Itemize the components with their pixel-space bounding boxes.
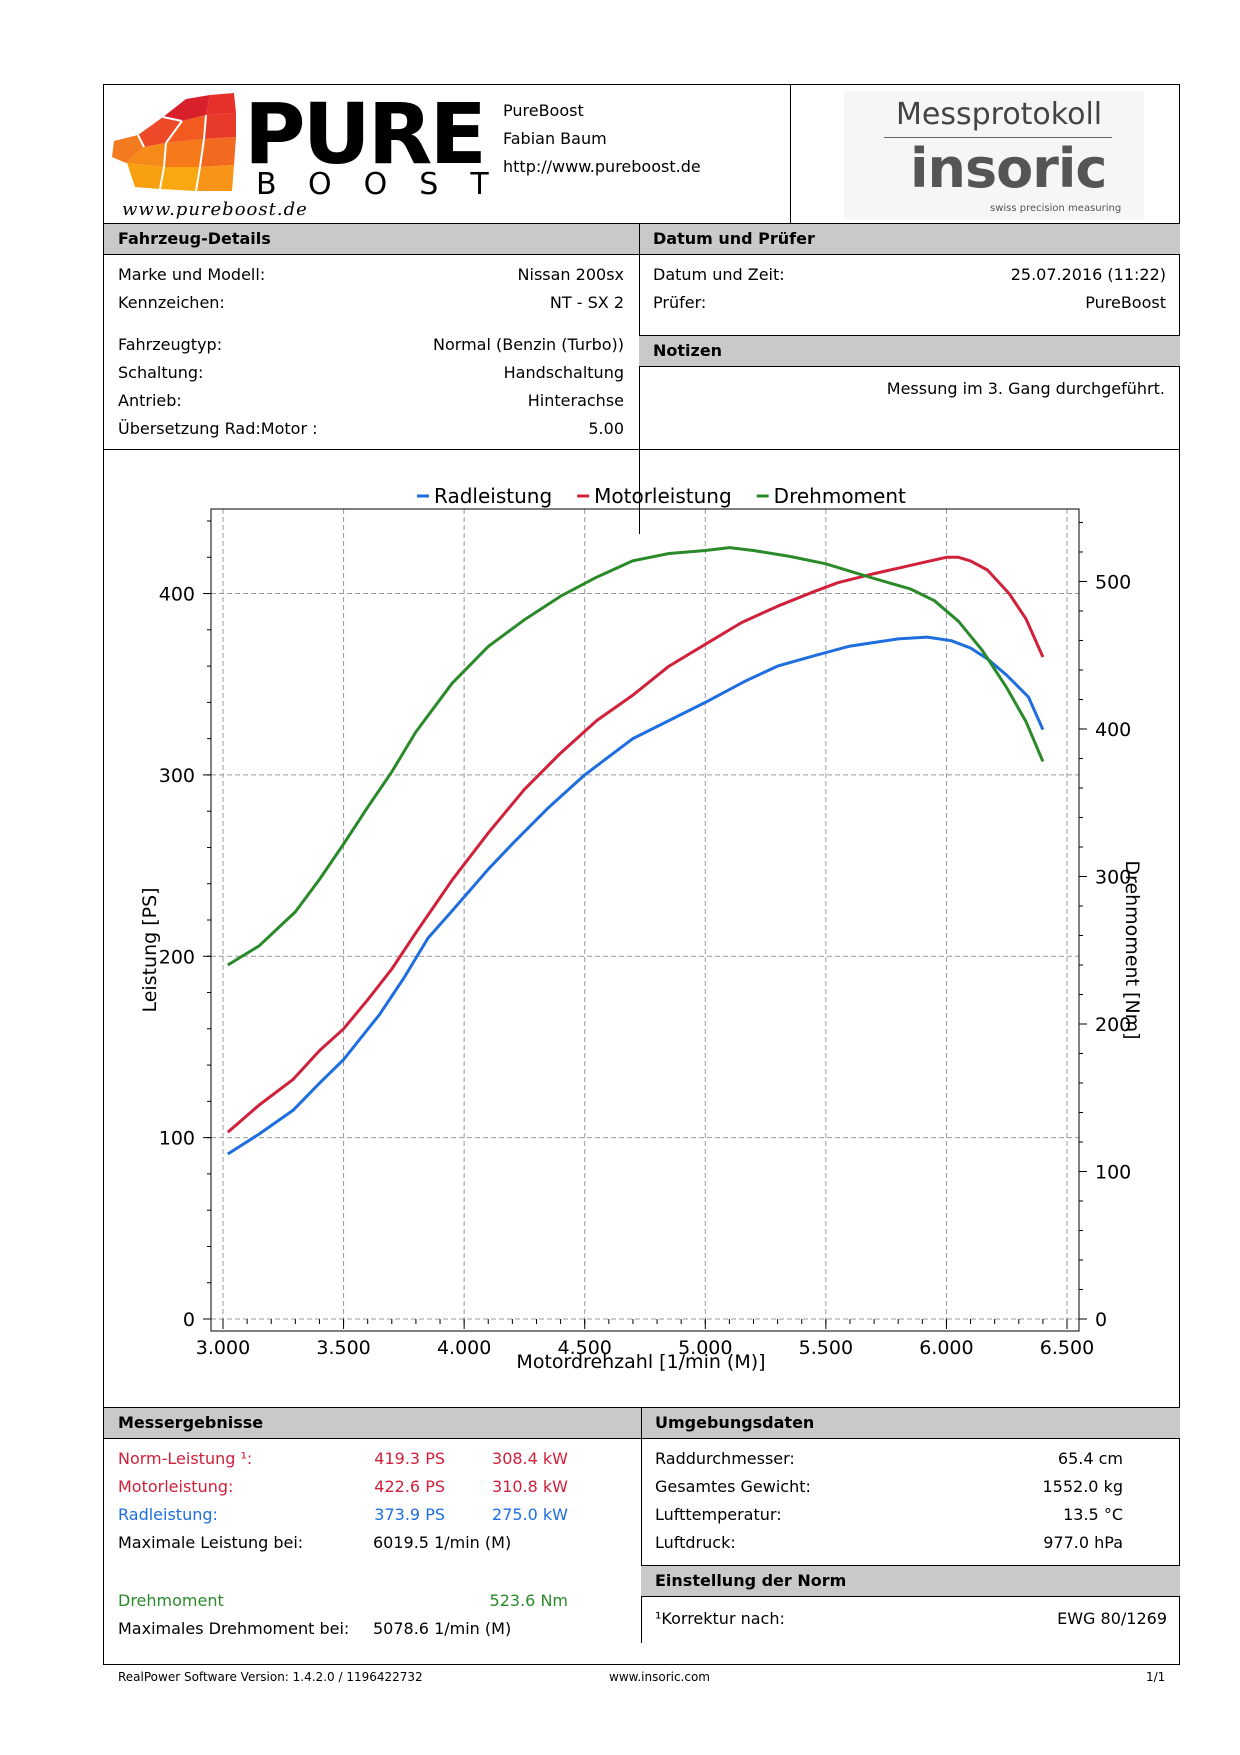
- x-tick-label: 5.500: [799, 1337, 853, 1359]
- x-tick-label: 5.000: [678, 1337, 732, 1359]
- y2-tick-label: 200: [1095, 1014, 1131, 1036]
- vehicle-row: Fahrzeugtyp: Normal (Benzin (Turbo)): [118, 335, 624, 354]
- logo-grid-icon: [112, 93, 236, 192]
- result-max-torque: Maximales Drehmoment bei: 5078.6 1/min (…: [118, 1619, 512, 1638]
- series-line-drehmoment: [227, 546, 1045, 967]
- result-norm: Norm-Leistung ¹: 419.3 PS 308.4 kW: [118, 1449, 568, 1468]
- norm-section-title: Einstellung der Norm: [641, 1565, 1180, 1597]
- env-row: Raddurchmesser: 65.4 cm: [655, 1449, 1123, 1468]
- y2-tick-label: 100: [1095, 1161, 1131, 1183]
- date-section-title: Datum und Prüfer: [639, 223, 1180, 255]
- legend-label: Radleistung: [434, 484, 552, 508]
- y-tick-label: 0: [183, 1309, 195, 1331]
- date-row: Prüfer: PureBoost: [653, 293, 1166, 312]
- legend-label: Drehmoment: [774, 484, 906, 508]
- y-tick-label: 400: [159, 584, 195, 606]
- result-max-power: Maximale Leistung bei: 6019.5 1/min (M): [118, 1533, 512, 1552]
- doc-title: Messprotokoll: [896, 97, 1103, 132]
- y-tick-label: 100: [159, 1128, 195, 1150]
- company-info: PureBoost Fabian Baum http://www.pureboo…: [503, 97, 701, 181]
- y2-tick-label: 0: [1095, 1309, 1107, 1331]
- footer-page: 1/1: [1146, 1670, 1166, 1684]
- plot-frame: [210, 508, 1080, 1332]
- vehicle-row: Antrieb: Hinterachse: [118, 391, 624, 410]
- report-frame: PURE BOOST www.pureboost.de PureBoost Fa…: [103, 84, 1180, 1665]
- date-row: Datum und Zeit: 25.07.2016 (11:22): [653, 265, 1166, 284]
- logo-word: PURE: [244, 85, 487, 183]
- x-tick-label: 4.500: [558, 1337, 612, 1359]
- vehicle-row: Schaltung: Handschaltung: [118, 363, 624, 382]
- norm-row: ¹Korrektur nach: EWG 80/1269: [655, 1609, 1167, 1628]
- pureboost-logo: PURE BOOST www.pureboost.de: [108, 85, 489, 221]
- x-tick-label: 3.500: [316, 1337, 370, 1359]
- y-axis-label: Leistung [PS]: [139, 887, 161, 1012]
- notes-text: Messung im 3. Gang durchgeführt.: [886, 379, 1165, 398]
- result-torque: Drehmoment 523.6 Nm: [118, 1591, 568, 1610]
- person-name: Fabian Baum: [503, 129, 607, 148]
- x-tick-label: 6.500: [1040, 1337, 1094, 1359]
- env-row: Luftdruck: 977.0 hPa: [655, 1533, 1123, 1552]
- series-line-motorleistung: [226, 555, 1045, 1134]
- x-tick-label: 4.000: [437, 1337, 491, 1359]
- y2-tick-label: 300: [1095, 866, 1131, 888]
- x-axis-label: Motordrehzahl [1/min (M)]: [516, 1351, 765, 1373]
- env-row: Lufttemperatur: 13.5 °C: [655, 1505, 1123, 1524]
- vehicle-row: Kennzeichen: NT - SX 2: [118, 293, 624, 312]
- y-tick-label: 300: [159, 765, 195, 787]
- logo-script: www.pureboost.de: [122, 199, 308, 220]
- company-url[interactable]: http://www.pureboost.de: [503, 157, 701, 176]
- result-motor: Motorleistung: 422.6 PS 310.8 kW: [118, 1477, 568, 1496]
- y2-tick-label: 400: [1095, 719, 1131, 741]
- footer-software: RealPower Software Version: 1.4.2.0 / 11…: [118, 1670, 423, 1684]
- footer-site[interactable]: www.insoric.com: [609, 1670, 710, 1684]
- dyno-chart: Radleistung Motorleistung Drehmoment 3.000…: [139, 484, 1143, 1373]
- y2-axis-label: Drehmoment [Nm]: [1121, 860, 1143, 1039]
- vehicle-row: Marke und Modell: Nissan 200sx: [118, 265, 624, 284]
- series-line-radleistung: [226, 635, 1045, 1156]
- brand-name: insoric: [910, 137, 1107, 200]
- environment-section-title: Umgebungsdaten: [641, 1407, 1180, 1439]
- vehicle-section-title: Fahrzeug-Details: [104, 223, 639, 255]
- vehicle-row: Übersetzung Rad:Motor : 5.00: [118, 419, 624, 438]
- y2-tick-label: 500: [1095, 571, 1131, 593]
- x-tick-label: 3.000: [196, 1337, 250, 1359]
- env-row: Gesamtes Gewicht: 1552.0 kg: [655, 1477, 1123, 1496]
- header-divider: [790, 85, 791, 223]
- notes-section-title: Notizen: [639, 335, 1180, 367]
- y-tick-label: 200: [159, 946, 195, 968]
- insoric-logo: Messprotokoll insoric swiss precision me…: [844, 91, 1144, 219]
- result-rad: Radleistung: 373.9 PS 275.0 kW: [118, 1505, 568, 1524]
- x-tick-label: 6.000: [919, 1337, 973, 1359]
- brand-tagline: swiss precision measuring: [990, 203, 1122, 214]
- company-name: PureBoost: [503, 101, 584, 120]
- legend-label: Motorleistung: [594, 484, 732, 508]
- results-section-title: Messergebnisse: [104, 1407, 641, 1439]
- logo-sub: BOOST: [256, 167, 521, 202]
